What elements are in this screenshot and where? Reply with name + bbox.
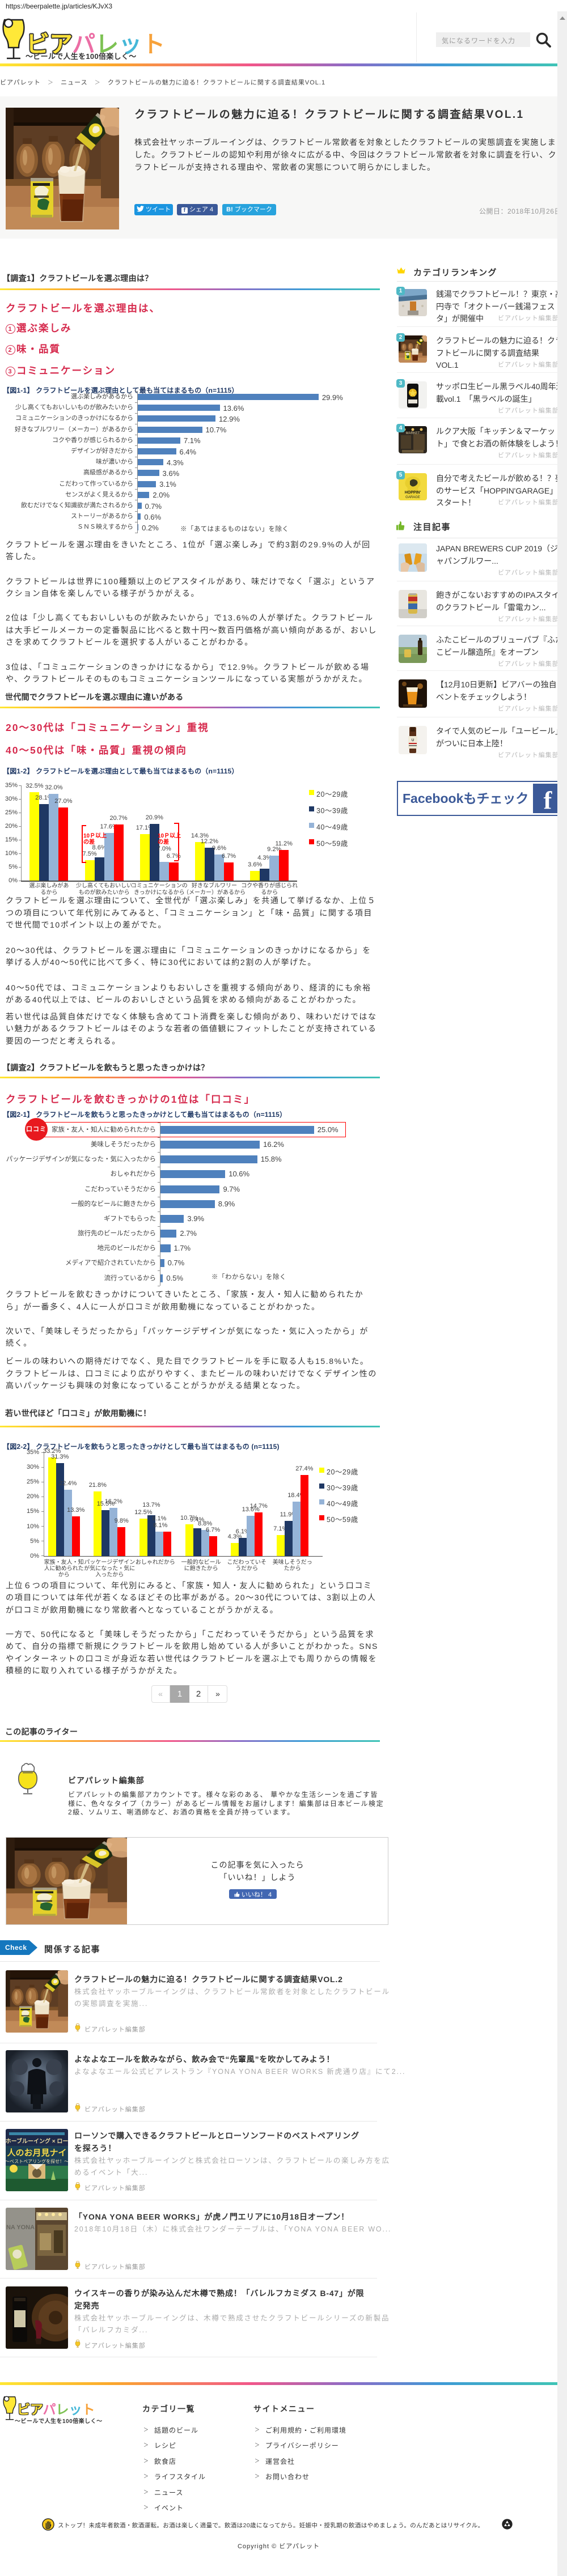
svg-text:ヤッホーブルーイング × ローソン: ヤッホーブルーイング × ローソン (6, 2137, 68, 2145)
svg-text:HOPPIN': HOPPIN' (405, 491, 421, 495)
svg-text:U: U (412, 739, 414, 742)
svg-text:〜ベストペアリングを探せ！〜: 〜ベストペアリングを探せ！〜 (6, 2158, 68, 2164)
svg-text:MARKET: MARKET (405, 432, 420, 435)
svg-text:GARAGE: GARAGE (405, 496, 420, 499)
svg-text:人のお月見ナイ: 人のお月見ナイ (7, 2148, 66, 2158)
svg-text:NA YONA: NA YONA (6, 2224, 35, 2231)
